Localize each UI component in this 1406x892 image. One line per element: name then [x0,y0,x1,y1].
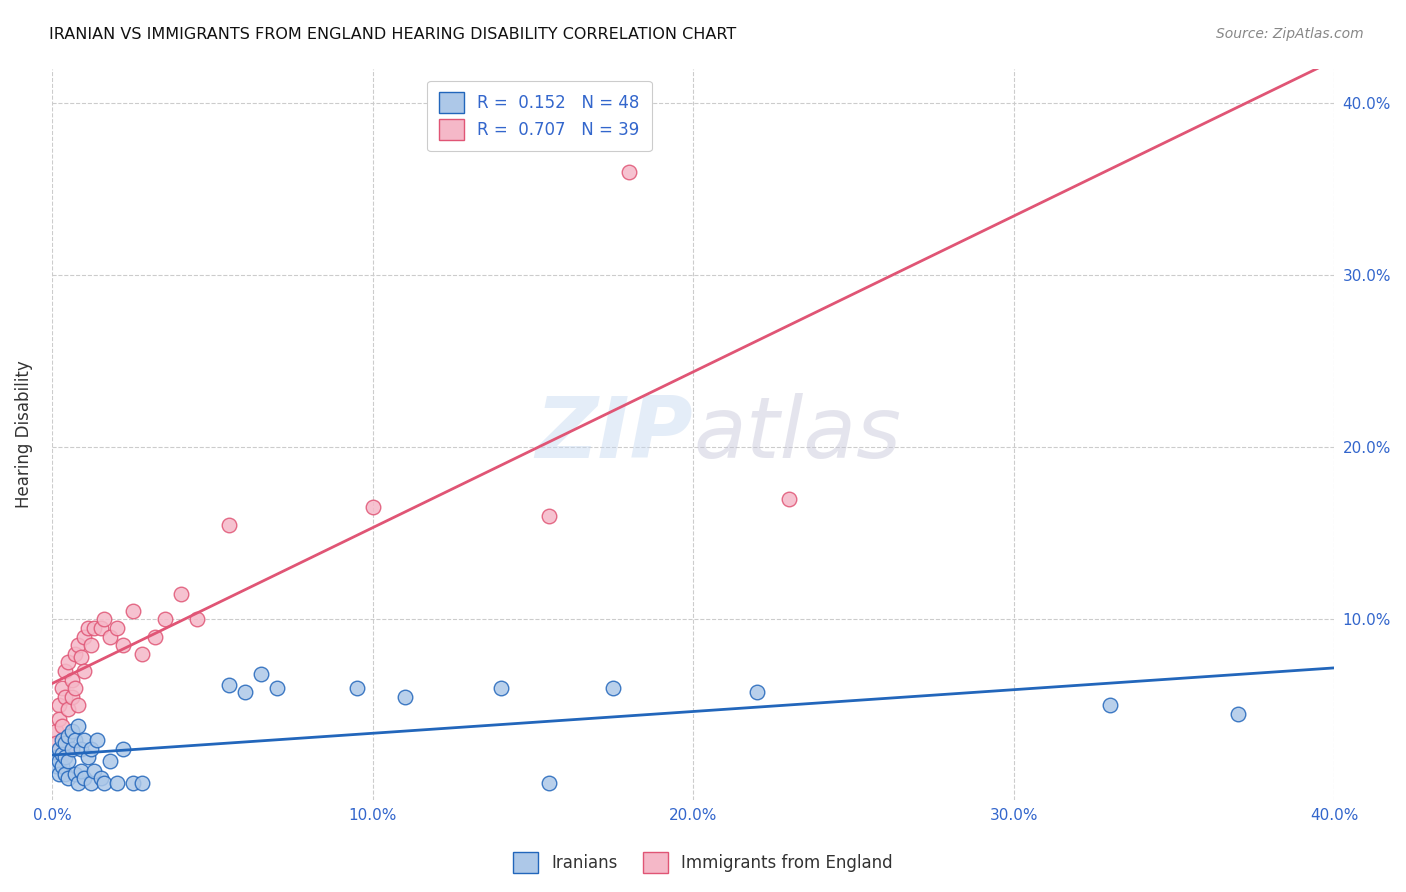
Point [51,681,73,696]
Point [619,165,641,179]
Point [80,741,103,756]
Point [73,771,96,785]
Point [93,776,115,790]
Point [51,758,73,772]
Point [48,698,70,713]
Point [111,638,134,652]
Point [538,509,561,524]
Point [60,741,83,756]
Point [58,771,80,785]
Point [80,638,103,652]
Point [58,730,80,744]
Point [489,681,512,696]
Point [60,673,83,687]
Point [63,767,86,781]
Point [218,517,240,532]
Point [83,764,105,778]
Point [346,681,368,696]
Point [93,612,115,626]
Point [73,630,96,644]
Point [89,771,111,785]
Point [233,684,256,698]
Point [361,500,384,515]
Point [778,491,800,506]
Text: IRANIAN VS IMMIGRANTS FROM ENGLAND HEARING DISABILITY CORRELATION CHART: IRANIAN VS IMMIGRANTS FROM ENGLAND HEARI… [49,27,737,42]
Point [83,621,105,635]
Point [73,732,96,747]
Text: Source: ZipAtlas.com: Source: ZipAtlas.com [1216,27,1364,41]
Point [98,630,121,644]
Point [218,678,240,692]
Point [73,664,96,678]
Point [86,732,108,747]
Point [67,776,90,790]
Point [76,621,98,635]
Text: ZIP: ZIP [536,392,693,475]
Point [143,630,166,644]
Point [58,741,80,756]
Point [602,681,624,696]
Point [76,750,98,764]
Point [153,612,176,626]
Point [121,776,143,790]
Point [51,719,73,733]
Point [60,690,83,704]
Point [131,647,153,661]
Point [394,690,416,704]
Point [63,681,86,696]
Point [1098,698,1121,713]
Point [45,750,67,764]
Point [48,712,70,726]
Point [70,741,93,756]
Legend: R =  0.152   N = 48, R =  0.707   N = 39: R = 0.152 N = 48, R = 0.707 N = 39 [427,80,651,151]
Point [169,586,191,600]
Point [747,684,769,698]
Point [249,667,271,681]
Point [58,702,80,716]
Point [67,719,90,733]
Point [121,604,143,618]
Point [48,767,70,781]
Point [48,754,70,768]
Point [186,612,208,626]
Point [266,681,288,696]
Point [48,741,70,756]
Point [51,732,73,747]
Legend: Iranians, Immigrants from England: Iranians, Immigrants from England [506,846,900,880]
Y-axis label: Hearing Disability: Hearing Disability [15,360,32,508]
Point [60,724,83,739]
Point [45,758,67,772]
Point [98,754,121,768]
Point [67,638,90,652]
Point [51,747,73,761]
Point [105,621,128,635]
Point [70,764,93,778]
Point [1227,707,1250,722]
Point [63,732,86,747]
Point [45,724,67,739]
Point [70,650,93,665]
Text: atlas: atlas [693,392,901,475]
Point [53,664,76,678]
Point [538,776,561,790]
Point [63,647,86,661]
Point [111,741,134,756]
Point [53,750,76,764]
Point [80,776,103,790]
Point [45,736,67,750]
Point [131,776,153,790]
Point [53,690,76,704]
Point [53,736,76,750]
Point [58,656,80,670]
Point [89,621,111,635]
Point [67,698,90,713]
Point [53,767,76,781]
Point [105,776,128,790]
Point [58,754,80,768]
